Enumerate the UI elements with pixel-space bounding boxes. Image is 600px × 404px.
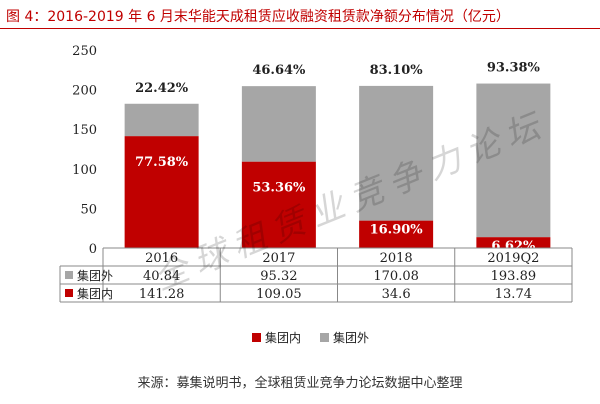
table-cell: 141.28 [139, 287, 185, 302]
legend-label: 集团外 [333, 330, 369, 345]
y-tick-label: 250 [72, 44, 97, 59]
table-cell: 170.08 [373, 269, 419, 284]
table-legend-swatch [65, 271, 73, 279]
table-cell: 109.05 [256, 287, 302, 302]
x-tick-label: 2019Q2 [487, 251, 539, 266]
bar-share-label-inner: 53.36% [252, 181, 306, 196]
bar-segment-集团外 [241, 86, 316, 162]
x-tick-label: 2016 [145, 251, 178, 266]
table-cell: 193.89 [491, 269, 537, 284]
bar-segment-集团外 [359, 85, 434, 221]
table-cell: 40.84 [143, 269, 180, 284]
bar-segment-集团内 [359, 220, 434, 248]
y-tick-label: 200 [72, 84, 97, 99]
table-cell: 13.74 [495, 287, 532, 302]
bar-segment-集团内 [476, 237, 551, 248]
bar-segment-集团外 [476, 83, 551, 238]
y-tick-label: 0 [89, 242, 97, 257]
legend-label: 集团内 [265, 330, 301, 345]
bar-share-label-outer: 83.10% [370, 63, 424, 78]
table-row-label: 集团外 [77, 268, 113, 283]
table-row-label: 集团内 [77, 286, 113, 301]
legend-swatch [252, 333, 261, 342]
y-tick-label: 150 [72, 123, 97, 138]
bar-share-label-inner: 77.58% [135, 155, 189, 170]
bar-segment-集团外 [124, 103, 199, 137]
chart: 0 50 100 150 200 250 77.58% 22.42% 53.36% 46.64% 1… [59, 44, 573, 345]
title-bar: 图 4：2016-2019 年 6 月末华能天成租赁应收融资租赁款净额分布情况（… [0, 0, 600, 30]
bar-share-label-inner: 16.90% [370, 223, 424, 238]
bar-share-label-outer: 46.64% [252, 63, 306, 78]
y-tick-label: 50 [80, 202, 97, 217]
legend-swatch [320, 333, 329, 342]
chart-title: 图 4：2016-2019 年 6 月末华能天成租赁应收融资租赁款净额分布情况（… [6, 9, 510, 25]
bar-share-label-outer: 93.38% [487, 61, 541, 76]
source-note: 来源：募集说明书，全球租赁业竞争力论坛数据中心整理 [137, 376, 463, 391]
table-cell: 95.32 [260, 269, 297, 284]
x-tick-label: 2017 [262, 251, 295, 266]
bar-segment-集团内 [124, 136, 199, 248]
bar-share-label-outer: 22.42% [135, 81, 189, 96]
title-underline [0, 28, 600, 29]
bar-segment-集团内 [241, 161, 316, 248]
table-legend-swatch [65, 289, 73, 297]
y-tick-label: 100 [72, 163, 97, 178]
x-tick-label: 2018 [380, 251, 413, 266]
bar-share-label-inner: 6.62% [491, 239, 536, 254]
table-cell: 34.6 [382, 287, 411, 302]
